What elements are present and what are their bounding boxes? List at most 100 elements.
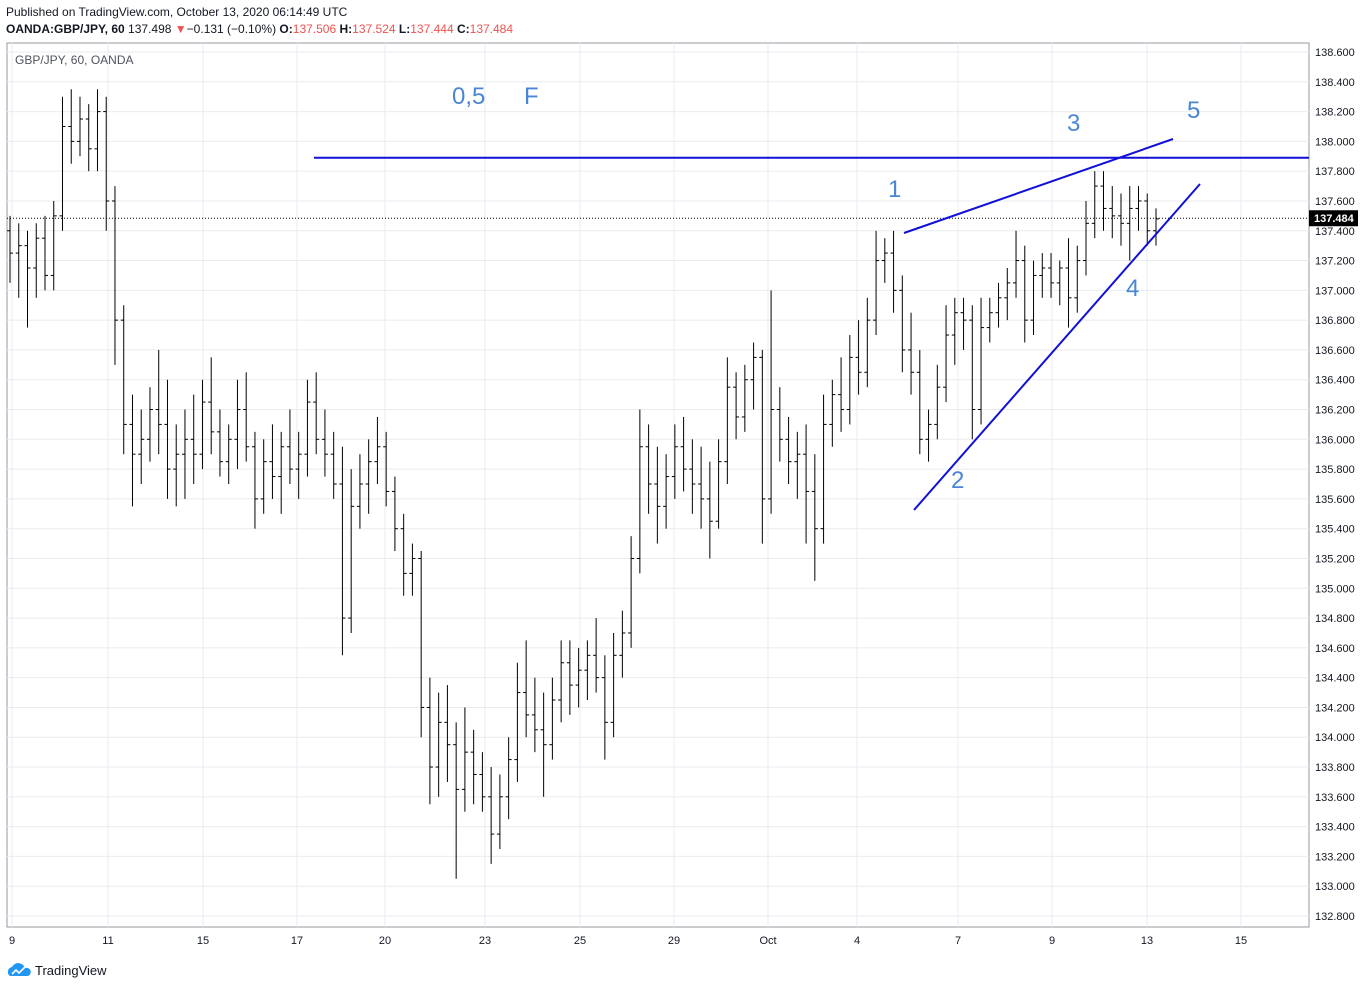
price-tick-label: 138.200: [1315, 107, 1355, 119]
price-tick-label: 137.000: [1315, 285, 1355, 297]
ohlc-bar: [916, 349, 923, 455]
tradingview-logo[interactable]: TradingView: [6, 962, 107, 978]
lower-trend-line[interactable]: [913, 183, 1201, 511]
ohlc-bar: [1153, 208, 1159, 246]
ohlc-bar: [724, 357, 731, 484]
time-tick-label: 20: [379, 935, 391, 947]
high-label: H:: [339, 22, 353, 36]
close-value: 137.484: [469, 22, 514, 36]
ohlc-bar: [234, 379, 241, 470]
time-tick-label: Oct: [759, 935, 776, 947]
ohlc-bar: [1083, 200, 1090, 276]
time-tick-label: 13: [1141, 935, 1153, 947]
price-tick-label: 137.200: [1315, 256, 1355, 268]
ohlc-bar: [304, 379, 311, 477]
wave-label: 2: [951, 467, 964, 494]
ohlc-bar: [689, 439, 696, 514]
ohlc-bar: [356, 454, 363, 529]
price-tick-label: 135.400: [1315, 524, 1355, 536]
plot-frame: [6, 42, 1310, 928]
ohlc-bar: [50, 200, 57, 291]
ohlc-bar: [776, 387, 783, 462]
ohlc-bar: [846, 335, 853, 425]
price-tick-label: 134.000: [1315, 732, 1355, 744]
close-label: C:: [456, 22, 470, 36]
ohlc-bar: [741, 364, 748, 432]
ohlc-bar: [951, 297, 958, 365]
time-tick-label: 9: [9, 935, 15, 947]
ohlc-bar: [1065, 238, 1072, 328]
ohlc-bar: [383, 431, 390, 507]
price-tick-label: 134.200: [1315, 702, 1355, 714]
upper-trend-line[interactable]: [903, 138, 1174, 234]
change-down-arrow-icon: ▼: [174, 22, 187, 36]
ohlc-bar: [435, 692, 442, 797]
ohlc-bar: [146, 387, 153, 462]
ohlc-bar: [820, 394, 827, 544]
ohlc-bar: [925, 409, 932, 462]
price-tick-label: 134.400: [1315, 673, 1355, 685]
ohlc-bar: [601, 655, 608, 760]
open-label: O:: [279, 22, 293, 36]
time-tick-label: 7: [955, 935, 961, 947]
time-tick-label: 29: [668, 935, 680, 947]
time-tick-label: 23: [479, 935, 491, 947]
time-tick-label: 9: [1049, 935, 1055, 947]
ohlc-bar: [759, 349, 766, 544]
ohlc-bar: [286, 409, 293, 484]
ohlc-bar: [461, 707, 468, 812]
symbol-name[interactable]: OANDA:GBP/JPY, 60: [6, 22, 125, 36]
price-tick-label: 136.400: [1315, 375, 1355, 387]
ohlc-bar: [479, 752, 486, 812]
ohlc-bar: [269, 424, 276, 499]
ohlc-bar: [173, 424, 180, 507]
ohlc-bar: [505, 737, 512, 820]
time-axis[interactable]: 9 11 15 17 20 23 25 29 Oct 4 7 9 13 15: [9, 935, 1247, 947]
price-tick-label: 133.200: [1315, 851, 1355, 863]
ohlc-bar: [549, 677, 556, 760]
ohlc-bar: [59, 96, 66, 231]
ohlc-bar: [855, 320, 862, 395]
price-tick-label: 135.800: [1315, 464, 1355, 476]
tradingview-cloud-icon: [7, 963, 31, 976]
ohlc-bar: [164, 379, 171, 499]
price-tick-label: 133.400: [1315, 822, 1355, 834]
time-tick-label: 25: [574, 935, 586, 947]
ohlc-bar: [995, 282, 1002, 328]
ohlc-bar: [610, 632, 617, 738]
ohlc-bar: [365, 439, 372, 514]
ohlc-bar: [960, 297, 967, 350]
wave-label: 3: [1067, 110, 1080, 137]
symbol-info-bar: OANDA:GBP/JPY, 60 137.498 ▼−0.131 (−0.10…: [6, 22, 513, 36]
ohlc-bar: [199, 379, 206, 470]
ohlc-bar: [1039, 253, 1046, 298]
ohlc-bar: [426, 677, 433, 805]
ohlc-bar: [41, 215, 48, 291]
ohlc-bar: [978, 297, 985, 425]
price-axis[interactable]: 138.600 138.400 138.200 138.000 137.800 137.6…: [1309, 47, 1358, 923]
ohlc-bar: [155, 349, 162, 455]
price-tick-label: 133.800: [1315, 762, 1355, 774]
ohlc-bar: [908, 312, 915, 395]
ohlc-bar: [750, 342, 757, 410]
ohlc-bar: [295, 431, 302, 499]
ohlc-bar: [584, 640, 591, 700]
time-tick-label: 11: [102, 935, 113, 947]
ohlc-bar: [943, 305, 950, 403]
drawings[interactable]: 0,5 F 1 2 3 4 5: [314, 83, 1309, 511]
ohlc-bar: [129, 394, 136, 507]
ohlc-bar: [628, 536, 635, 648]
published-note: Published on TradingView.com, October 13…: [6, 5, 348, 19]
ohlc-bar: [1056, 260, 1063, 306]
ohlc-bar: [278, 431, 285, 514]
price-tick-label: 137.400: [1315, 226, 1355, 238]
ohlc-bar: [1048, 253, 1055, 298]
ohlc-bar: [496, 774, 503, 849]
ohlc-bar: [1135, 186, 1142, 231]
time-tick-label: 4: [854, 935, 860, 947]
ohlc-bar: [470, 729, 477, 805]
ohlc-bar: [873, 230, 880, 336]
price-tick-label: 134.600: [1315, 643, 1355, 655]
ohlc-bar: [1030, 260, 1037, 336]
